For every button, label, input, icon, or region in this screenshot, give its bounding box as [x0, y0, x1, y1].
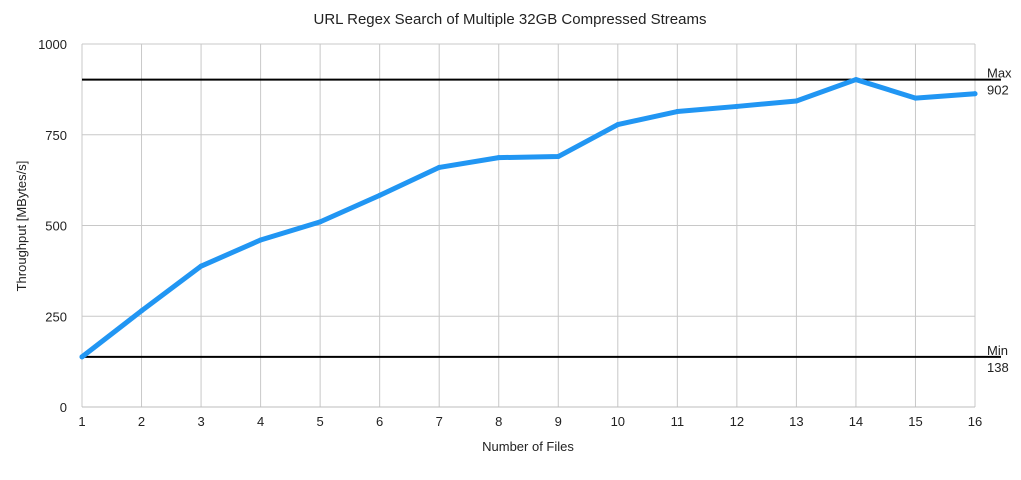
y-tick-label: 750	[45, 128, 67, 143]
chart-title: URL Regex Search of Multiple 32GB Compre…	[314, 11, 707, 28]
data-point	[853, 77, 859, 83]
x-tick-label: 2	[138, 414, 145, 429]
data-point	[972, 91, 978, 97]
data-point	[555, 154, 561, 160]
x-axis-label: Number of Files	[482, 439, 574, 454]
x-tick-label: 11	[671, 414, 685, 429]
x-tick-label: 9	[555, 414, 562, 429]
reference-value: 902	[987, 83, 1009, 98]
data-point	[615, 122, 621, 128]
grid	[81, 43, 976, 408]
x-tick-label: 8	[495, 414, 502, 429]
data-point	[496, 155, 502, 161]
y-tick-label: 250	[45, 309, 67, 324]
data-point	[793, 98, 799, 104]
x-tick-label: 4	[257, 414, 264, 429]
x-tick-label: 10	[611, 414, 625, 429]
reference-label: Max	[987, 66, 1012, 81]
x-tick-label: 16	[968, 414, 982, 429]
y-tick-label: 0	[60, 400, 67, 415]
x-tick-label: 5	[317, 414, 324, 429]
reference-label: Min	[987, 343, 1008, 358]
data-point	[734, 103, 740, 109]
series-line	[79, 77, 978, 360]
x-tick-label: 12	[730, 414, 744, 429]
x-tick-label: 13	[789, 414, 803, 429]
data-point	[674, 109, 680, 115]
reference-value: 138	[987, 360, 1009, 375]
data-point	[258, 237, 264, 243]
data-point	[912, 95, 918, 101]
x-tick-label: 6	[376, 414, 383, 429]
data-point	[377, 192, 383, 198]
x-tick-label: 7	[436, 414, 443, 429]
y-tick-label: 1000	[38, 37, 67, 52]
x-tick-label: 1	[78, 414, 85, 429]
data-point	[317, 219, 323, 225]
data-point	[198, 263, 204, 269]
x-axis-ticks: 1 2 3 4 5 6 7 8 9 10 11 12 13 14 15 16	[78, 414, 982, 429]
series-layer	[79, 77, 978, 360]
x-tick-label: 15	[908, 414, 922, 429]
y-axis-label: Throughput [MBytes/s]	[14, 161, 29, 292]
y-axis-ticks: 0 250 500 750 1000	[38, 37, 67, 415]
reference-lines: Max 902 Min 138	[82, 66, 1012, 375]
data-point	[79, 354, 85, 360]
data-point	[139, 308, 145, 314]
data-point	[436, 164, 442, 170]
x-tick-label: 3	[197, 414, 204, 429]
x-tick-label: 14	[849, 414, 863, 429]
y-tick-label: 500	[45, 219, 67, 234]
